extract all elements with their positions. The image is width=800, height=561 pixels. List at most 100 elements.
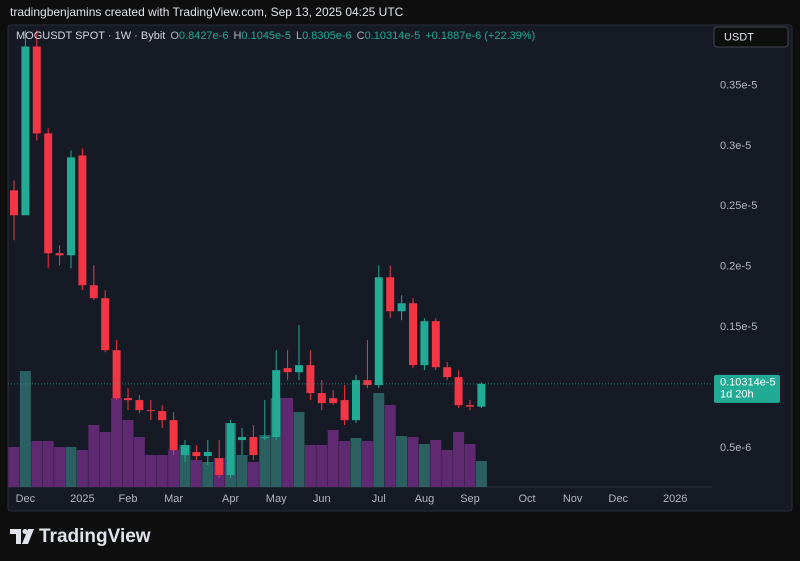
candle-body [78, 155, 87, 286]
candle-body [124, 398, 132, 401]
volume-bar [339, 441, 351, 487]
logo-dot [22, 529, 28, 534]
candle-body [329, 398, 338, 404]
candle-body [135, 400, 144, 411]
volume-bar [168, 450, 180, 487]
ohlc-value: 0.10314e-5 [365, 30, 421, 42]
volume-bar [111, 398, 123, 487]
volume-bar [31, 441, 43, 487]
candle-body [112, 350, 121, 399]
ohlc-key: L [296, 30, 302, 42]
candle-body [169, 420, 178, 451]
currency-label[interactable]: USDT [724, 31, 754, 43]
y-tick-label: 0.3e-5 [720, 140, 751, 152]
volume-bar [350, 438, 362, 487]
candle-body [146, 410, 155, 412]
candle-body [101, 298, 110, 351]
volume-bar [316, 445, 328, 487]
volume-bar [441, 450, 453, 487]
volume-bar [202, 462, 214, 487]
volume-bar [361, 441, 373, 487]
x-tick-label: Dec [16, 493, 36, 505]
volume-bar [8, 447, 20, 487]
candle-body [306, 365, 315, 394]
candle-body [295, 365, 303, 373]
currency-button[interactable] [713, 26, 789, 48]
candle-body [397, 303, 406, 312]
x-tick-label: Oct [518, 493, 535, 505]
candle-body [454, 377, 463, 406]
volume-bar [156, 455, 168, 487]
logo-mark [22, 529, 34, 544]
x-tick-label: 2025 [70, 493, 94, 505]
chart-panel [7, 24, 793, 512]
volume-bar [190, 460, 202, 487]
x-tick-label: Apr [222, 493, 239, 505]
candle-body [158, 411, 167, 421]
last-price-box [714, 374, 780, 403]
volume-bar [236, 455, 248, 487]
ohlc-value: 0.8427e-6 [179, 30, 229, 42]
x-tick-label: 2026 [663, 493, 687, 505]
candle-body [352, 380, 360, 421]
candle-body [10, 190, 18, 216]
logo-mark [10, 529, 21, 544]
candle-body [443, 367, 452, 378]
countdown: 1d 20h [720, 389, 754, 401]
volume-bar [247, 462, 259, 487]
ohlc-key: C [357, 30, 365, 42]
volume-bar [282, 398, 294, 487]
candle-body [340, 400, 349, 421]
candle-body [363, 380, 372, 386]
volume-bar [396, 436, 408, 487]
candle-body [21, 46, 30, 216]
y-tick-label: 0.15e-5 [720, 321, 757, 333]
candle-body [226, 423, 235, 476]
volume-bar [54, 447, 66, 487]
volume-bar [99, 432, 111, 487]
volume-bar [327, 430, 339, 487]
y-tick-label: 0.5e-6 [720, 442, 751, 454]
candle-body [215, 458, 224, 476]
candle-body [409, 303, 417, 366]
x-tick-label: Mar [164, 493, 183, 505]
ohlc-value: 0.1045e-5 [241, 30, 291, 42]
brand-logo: TradingView [10, 526, 151, 547]
candle-body [181, 445, 189, 456]
volume-bar [122, 420, 134, 487]
volume-bar [384, 405, 396, 487]
volume-bar [259, 435, 271, 487]
candle-body [466, 405, 474, 407]
volume-bar [179, 445, 191, 487]
candle-body [272, 370, 281, 438]
candle-body [374, 277, 383, 386]
candle-body [203, 452, 212, 457]
candle-body [477, 383, 486, 407]
candle-body [420, 321, 429, 366]
symbol-title: MOGUSDT SPOT · 1W · Bybit [16, 30, 165, 42]
candle-body [386, 277, 395, 312]
ohlc-key: O [170, 30, 179, 42]
x-tick-label: Aug [415, 493, 435, 505]
y-tick-label: 0.35e-5 [720, 79, 757, 91]
candle-body [238, 437, 246, 441]
candle-body [89, 285, 98, 299]
volume-bar [42, 441, 54, 487]
volume-bar [145, 455, 157, 487]
x-tick-label: Nov [563, 493, 583, 505]
volume-bar [19, 371, 31, 487]
brand-name: TradingView [39, 526, 151, 547]
volume-bar [453, 432, 465, 487]
y-tick-label: 0.25e-5 [720, 200, 757, 212]
x-tick-label: Jun [313, 493, 331, 505]
ohlc-legend: MOGUSDT SPOT · 1W · Bybit O0.8427e-6 H0.10… [16, 30, 535, 42]
volume-bar [464, 444, 476, 487]
volume-bar [418, 444, 430, 487]
candle-body [55, 253, 64, 256]
volume-bar [88, 425, 100, 487]
y-tick-label: 0.2e-5 [720, 261, 751, 273]
candle-body [260, 437, 269, 439]
volume-bar [293, 412, 305, 487]
candle-body [431, 321, 440, 368]
